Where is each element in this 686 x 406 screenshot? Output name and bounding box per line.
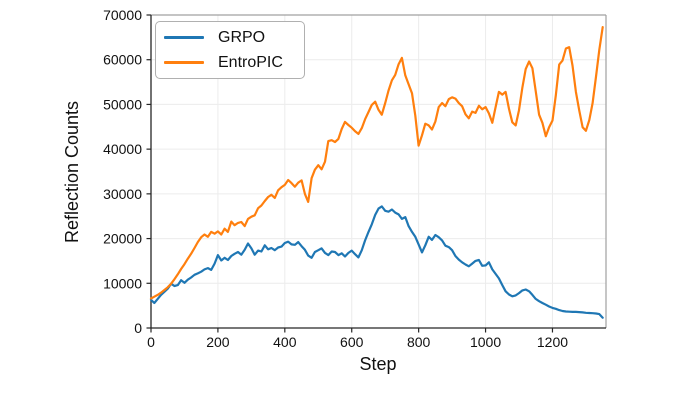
series-line-grpo xyxy=(149,205,604,319)
series-line-entropic xyxy=(149,26,604,300)
y-tick-label: 50000 xyxy=(103,96,142,112)
legend-label-grpo: GRPO xyxy=(218,28,266,46)
x-tick-label: 0 xyxy=(147,334,155,350)
x-tick-label: 400 xyxy=(273,334,297,350)
grpo-line-swatch xyxy=(164,36,204,39)
legend-label-entropic: EntroPIC xyxy=(218,53,283,71)
x-tick-label: 200 xyxy=(206,334,230,350)
x-tick-label: 1000 xyxy=(470,334,501,350)
y-tick-label: 60000 xyxy=(103,52,142,68)
x-axis-title: Step xyxy=(359,354,396,374)
legend-item-entropic: EntroPIC xyxy=(164,54,304,72)
y-tick-label: 10000 xyxy=(103,275,142,291)
tick-layer: 0 200 400 600 800 1000 1200 0 10000 20000 30000 400… xyxy=(103,7,568,350)
y-tick-label: 0 xyxy=(134,320,142,336)
legend-item-grpo: GRPO xyxy=(164,29,304,47)
y-tick-label: 70000 xyxy=(103,7,142,23)
series-layer xyxy=(149,26,604,319)
legend: GRPO EntroPIC xyxy=(155,21,305,79)
y-axis-title: Reflection Counts xyxy=(62,101,82,243)
grid-layer xyxy=(150,14,606,329)
y-tick-label: 20000 xyxy=(103,231,142,247)
y-tick-label: 40000 xyxy=(103,141,142,157)
x-tick-label: 800 xyxy=(407,334,431,350)
entropic-line-swatch xyxy=(164,61,204,64)
spine-layer xyxy=(150,14,607,329)
y-tick-label: 30000 xyxy=(103,186,142,202)
x-tick-label: 600 xyxy=(340,334,364,350)
x-tick-label: 1200 xyxy=(537,334,568,350)
